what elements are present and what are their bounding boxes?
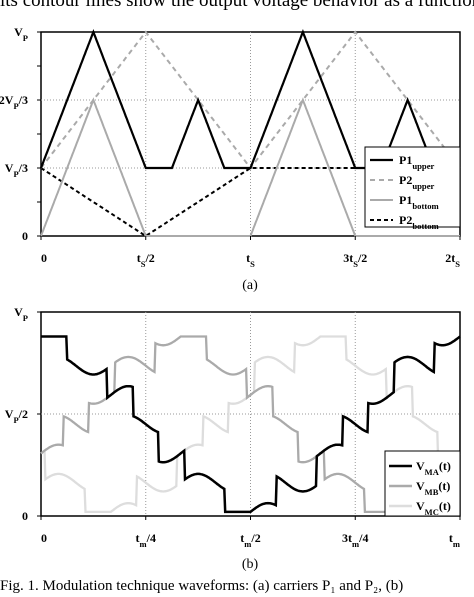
panel-a-ytick-label: 2VP/3 — [0, 93, 28, 111]
panel-a-legend: P1upper P2upper P1bottom P2bottom — [364, 146, 461, 231]
panel-b-xtick-label: 0 — [41, 531, 47, 545]
legend-label: P1bottom — [399, 193, 440, 211]
panel-a-label: (a) — [242, 278, 258, 293]
panel-b-chart: 0 tm/4 tm/2 3tm/4 tm 0 VP/2 VP VMA(t) VMB(t) VMC(… — [5, 305, 461, 549]
panel-a-ytick-label: VP — [14, 25, 28, 43]
legend-label: VMB(t) — [416, 479, 450, 497]
previous-page-text: its contour lines show the output voltag… — [0, 0, 474, 11]
panel-b-xtick-label: tm — [449, 531, 460, 549]
legend-label: P2upper — [399, 173, 435, 191]
panel-a-xtick-label: 3tS/2 — [343, 251, 367, 269]
panel-b-grid — [41, 312, 460, 516]
panel-b-ticks: 0 tm/4 tm/2 3tm/4 tm 0 VP/2 VP — [5, 305, 461, 549]
figure-caption: Fig. 1. Modulation technique waveforms: … — [0, 578, 404, 594]
panel-a-grid — [37, 32, 460, 236]
legend-label: P1upper — [399, 153, 435, 171]
panel-b-label: (b) — [241, 557, 259, 572]
panel-a-xtick-label: tS/2 — [137, 251, 155, 269]
series-VMA — [41, 335, 461, 514]
series-P1_upper — [39, 28, 460, 170]
legend-label: VMA(t) — [416, 459, 451, 477]
panel-b-ytick-label: VP — [14, 305, 28, 323]
panel-b-xtick-label: tm/4 — [136, 531, 156, 549]
panel-a-xtick-label: 0 — [41, 251, 47, 265]
legend-label: VMC(t) — [416, 499, 451, 517]
panel-b-xtick-label: 3tm/4 — [342, 531, 368, 549]
panel-a-chart: 0 tS/2 tS 3tS/2 2tS 0 VP/3 2VP/3 VP P1upper P2upp… — [0, 25, 461, 269]
panel-a-ticks: 0 tS/2 tS 3tS/2 2tS 0 VP/3 2VP/3 VP — [0, 25, 461, 269]
legend-label: P2bottom — [399, 213, 440, 231]
panel-a-xtick-label: 2tS — [445, 251, 460, 269]
panel-b-ytick-label: VP/2 — [5, 407, 28, 425]
panel-b-xtick-label: tm/2 — [240, 531, 260, 549]
panel-a-ytick-label: 0 — [22, 229, 28, 243]
panel-b-legend: VMA(t) VMB(t) VMC(t) — [384, 450, 461, 517]
panel-a-xtick-label: tS — [246, 251, 255, 269]
panel-b-ytick-label: 0 — [22, 509, 28, 523]
panel-a-ytick-label: VP/3 — [5, 161, 28, 179]
